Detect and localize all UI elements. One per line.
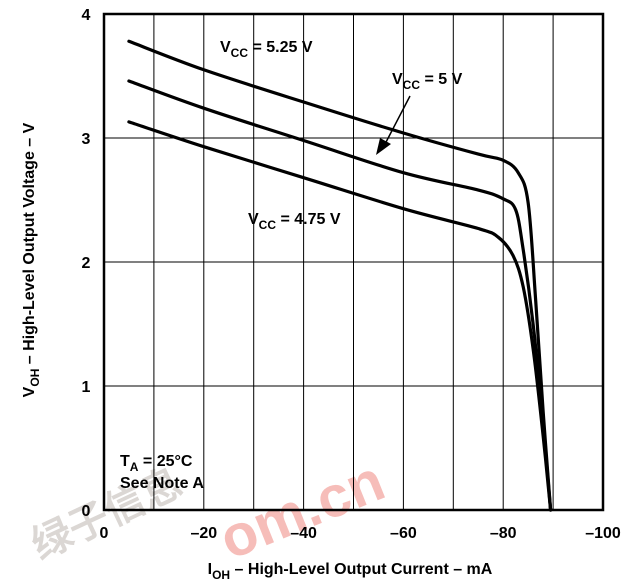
note-annotation: See Note A: [120, 475, 204, 492]
x-tick-label: –60: [390, 525, 417, 542]
x-tick-label: 0: [100, 525, 109, 542]
series-label-vcc-4-75: VCC = 4.75 V: [248, 211, 341, 232]
x-tick-label: –100: [585, 525, 621, 542]
y-tick-label: 0: [82, 503, 91, 520]
x-axis-label: IOH – High-Level Output Current – mA: [208, 561, 493, 582]
y-tick-label: 1: [82, 379, 91, 396]
series-label-vcc-5: VCC = 5 V: [392, 71, 463, 92]
series-line-2: [127, 120, 553, 512]
y-tick-label: 2: [82, 255, 91, 272]
y-tick-labels: 0 1 2 3 4: [82, 7, 91, 520]
x-tick-labels: 0 –20 –40 –60 –80 –100: [100, 525, 621, 542]
series-label-arrow: [376, 95, 411, 155]
x-tick-label: –20: [190, 525, 217, 542]
plot-frame: [102, 12, 605, 512]
series-line-0: [127, 39, 553, 512]
series-line-1: [127, 79, 553, 512]
x-tick-label: –40: [290, 525, 317, 542]
y-tick-label: 4: [82, 7, 91, 24]
x-tick-label: –80: [490, 525, 517, 542]
curves: [127, 39, 553, 512]
temperature-annotation: TA = 25°C: [120, 453, 193, 474]
series-label-vcc-5-25: VCC = 5.25 V: [220, 39, 313, 60]
y-tick-label: 3: [82, 131, 91, 148]
y-axis-label: VOH – High-Level Output Voltage – V: [21, 122, 42, 397]
grid-lines: [103, 13, 604, 511]
